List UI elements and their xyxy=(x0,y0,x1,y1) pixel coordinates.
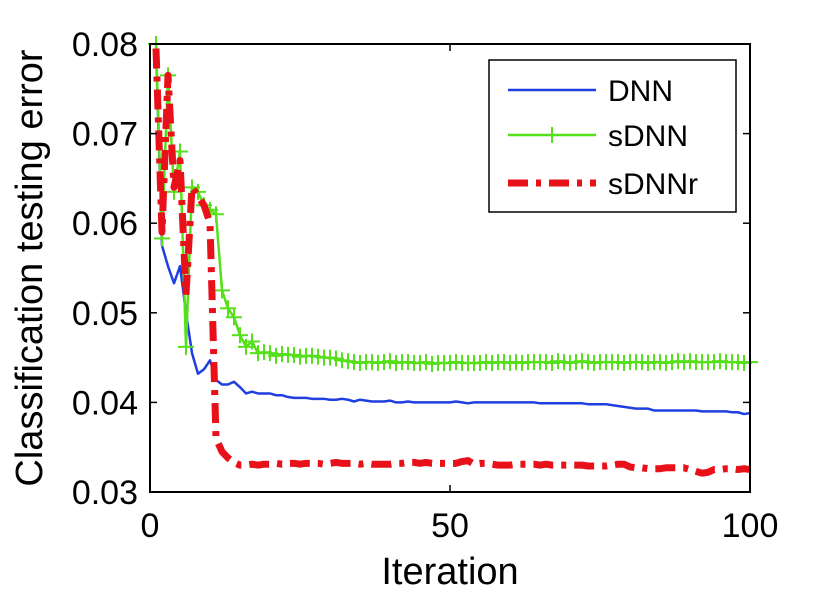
y-tick-label: 0.05 xyxy=(72,295,138,333)
y-tick-label: 0.06 xyxy=(72,205,138,243)
sdnn-marker xyxy=(226,309,242,326)
sdnn-marker xyxy=(232,327,248,344)
legend-label-sdnnr: sDNNr xyxy=(608,168,698,201)
legend-label-dnn: DNN xyxy=(608,75,673,108)
axis-ticks xyxy=(149,43,751,493)
axis-tick-labels: 0 50 100 0.03 0.04 0.05 0.06 0.07 0.08 xyxy=(72,26,779,545)
y-tick-label: 0.04 xyxy=(72,384,138,422)
x-axis-title: Iteration xyxy=(381,551,518,593)
plot-lines xyxy=(148,36,758,477)
x-tick-label: 50 xyxy=(431,507,469,545)
y-tick-label: 0.08 xyxy=(72,26,138,64)
y-axis-title: Classification testing error xyxy=(9,49,51,487)
sdnn-marker xyxy=(220,300,236,317)
y-tick-label: 0.03 xyxy=(72,474,138,512)
sdnn-marker xyxy=(244,333,260,350)
x-tick-label: 100 xyxy=(722,507,779,545)
legend-marker-sdnn xyxy=(544,127,560,143)
series-line-dnn xyxy=(154,48,751,416)
series-line-sdnnr xyxy=(152,48,751,477)
x-tick-label: 0 xyxy=(141,507,160,545)
legend: DNN sDNN sDNNr xyxy=(488,59,737,213)
sdnn-marker xyxy=(214,282,230,299)
sdnn-marker xyxy=(178,338,194,355)
legend-label-sdnn: sDNN xyxy=(608,120,688,153)
y-tick-label: 0.07 xyxy=(72,116,138,154)
